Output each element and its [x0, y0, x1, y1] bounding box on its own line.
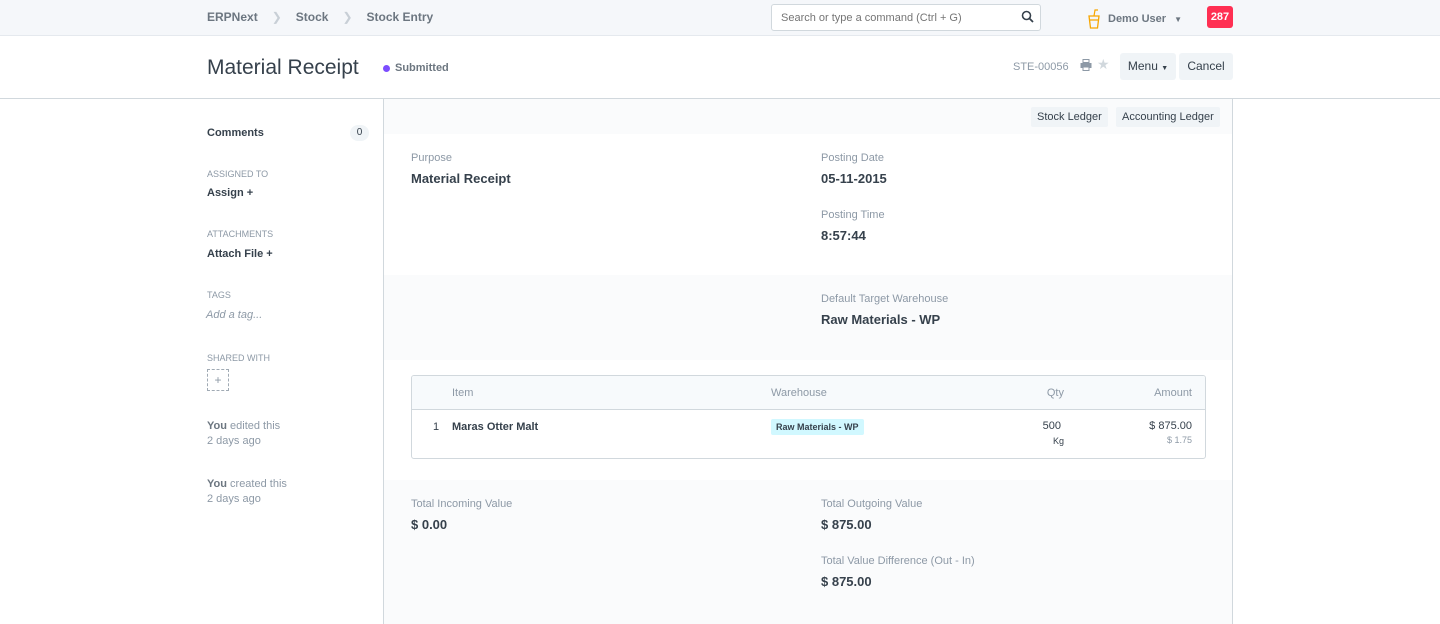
- items-table: Item Warehouse Qty Amount 1 Maras Otter …: [411, 375, 1206, 459]
- tags-label: Tags: [207, 290, 231, 300]
- star-icon[interactable]: ★: [1097, 56, 1110, 72]
- assigned-to-label: Assigned To: [207, 169, 269, 179]
- row-warehouse: Raw Materials - WP: [771, 419, 864, 435]
- drink-cup-icon: [1088, 9, 1100, 29]
- row-item: Maras Otter Malt: [452, 421, 539, 433]
- form: Stock Ledger Accounting Ledger Purpose M…: [383, 99, 1233, 624]
- posting-time-value: 8:57:44: [821, 228, 866, 243]
- assign-button[interactable]: Assign +: [207, 187, 254, 199]
- search-icon[interactable]: [1021, 10, 1034, 23]
- posting-date-value: 05-11-2015: [821, 171, 887, 186]
- chevron-right-icon: ❯: [342, 10, 353, 24]
- total-outgoing-label: Total Outgoing Value: [821, 498, 923, 510]
- purpose-value: Material Receipt: [411, 171, 511, 186]
- stock-ledger-button[interactable]: Stock Ledger: [1031, 107, 1108, 127]
- share-add-button[interactable]: +: [207, 369, 229, 391]
- page-head: Material Receipt Submitted STE-00056 ★ M…: [0, 36, 1440, 99]
- add-tag-input[interactable]: Add a tag...: [206, 309, 263, 321]
- col-amount: Amount: [1154, 387, 1192, 399]
- chevron-right-icon: ❯: [271, 10, 282, 24]
- section-totals: Total Incoming Value $ 0.00 Total Outgoi…: [384, 480, 1232, 624]
- comments-label[interactable]: Comments: [207, 127, 264, 139]
- table-header: Item Warehouse Qty Amount: [412, 376, 1205, 410]
- purpose-label: Purpose: [411, 152, 452, 164]
- row-rate: $ 1.75: [1166, 435, 1192, 445]
- value-difference-value: $ 875.00: [821, 574, 872, 589]
- table-row[interactable]: 1 Maras Otter Malt Raw Materials - WP 50…: [412, 410, 1205, 458]
- menu-button[interactable]: Menu ▼: [1120, 53, 1176, 80]
- timeline-item: You edited this 2 days ago: [207, 420, 281, 447]
- breadcrumb-stock-entry[interactable]: Stock Entry: [366, 10, 434, 24]
- navbar: ERPNext ❯ Stock ❯ Stock Entry Demo User ▼ 2…: [0, 0, 1440, 36]
- shared-with-label: Shared With: [207, 353, 270, 363]
- user-name: Demo User: [1108, 13, 1167, 25]
- total-incoming-label: Total Incoming Value: [411, 498, 513, 510]
- page-title: Material Receipt: [207, 56, 359, 79]
- col-qty: Qty: [1046, 387, 1064, 399]
- breadcrumb: ERPNext ❯ Stock ❯ Stock Entry: [207, 10, 433, 24]
- total-incoming-value: $ 0.00: [411, 517, 448, 532]
- posting-time-label: Posting Time: [821, 209, 885, 221]
- section-items: Item Warehouse Qty Amount 1 Maras Otter …: [384, 360, 1232, 480]
- total-outgoing-value: $ 875.00: [821, 517, 872, 532]
- value-difference-label: Total Value Difference (Out - In): [821, 555, 975, 567]
- search-input[interactable]: [771, 4, 1041, 31]
- row-index: 1: [433, 421, 440, 433]
- col-item: Item: [452, 387, 474, 399]
- col-warehouse: Warehouse: [771, 387, 827, 399]
- posting-date-label: Posting Date: [821, 152, 884, 164]
- breadcrumb-erpnext[interactable]: ERPNext: [207, 10, 258, 24]
- comments-count: 0: [350, 125, 369, 141]
- status-text: Submitted: [395, 62, 449, 74]
- status-dot-icon: [383, 64, 390, 72]
- notification-badge[interactable]: 287: [1207, 6, 1233, 28]
- breadcrumb-stock[interactable]: Stock: [295, 10, 329, 24]
- attachments-label: Attachments: [207, 229, 274, 239]
- target-warehouse-value: Raw Materials - WP: [821, 312, 941, 327]
- status-badge: Submitted: [383, 62, 449, 74]
- caret-down-icon: ▼: [1161, 65, 1169, 72]
- form-toolbar: Stock Ledger Accounting Ledger: [384, 99, 1232, 134]
- target-warehouse-label: Default Target Warehouse: [821, 293, 949, 305]
- section-details: Purpose Material Receipt Posting Date 05…: [384, 134, 1232, 275]
- timeline-item: You created this 2 days ago: [207, 478, 287, 505]
- row-qty: 500: [1042, 420, 1061, 432]
- row-uom: Kg: [1052, 436, 1064, 446]
- print-icon[interactable]: [1080, 59, 1092, 71]
- attach-file-button[interactable]: Attach File +: [207, 248, 273, 260]
- row-amount: $ 875.00: [1149, 420, 1192, 432]
- caret-down-icon: ▼: [1174, 14, 1182, 24]
- doc-name: STE-00056: [1013, 61, 1069, 73]
- user-menu[interactable]: Demo User ▼: [1088, 9, 1182, 29]
- accounting-ledger-button[interactable]: Accounting Ledger: [1116, 107, 1220, 127]
- cancel-button[interactable]: Cancel: [1179, 53, 1233, 80]
- section-warehouse: Default Target Warehouse Raw Materials -…: [384, 275, 1232, 360]
